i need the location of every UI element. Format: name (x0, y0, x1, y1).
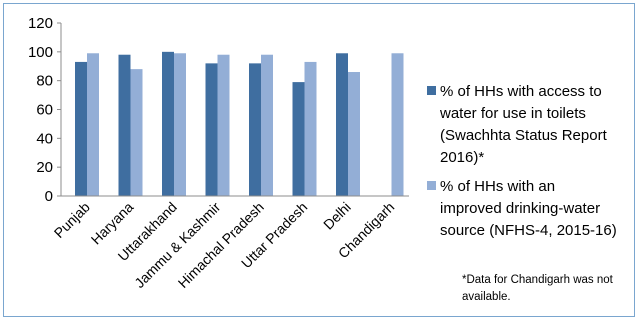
legend-label-line: % of HHs with access to (440, 83, 602, 100)
bar-2-uttar-pradesh (304, 61, 317, 196)
legend-label-line: water for use in toilets (439, 105, 586, 122)
legend-swatch-1 (427, 86, 436, 95)
bar-1-himachal-pradesh (249, 63, 261, 196)
bar-1-punjab (75, 61, 87, 196)
legend-swatch-2 (427, 181, 436, 190)
legend-label-line: % of HHs with an (440, 178, 555, 195)
y-tick-label: 60 (36, 102, 53, 119)
bar-1-delhi (336, 53, 348, 197)
legend-label-line: improved drinking-water (440, 200, 600, 217)
bar-1-uttar-pradesh (292, 82, 305, 196)
legend-label-line: (Swachhta Status Report (440, 127, 608, 144)
bar-2-uttarakhand (174, 53, 186, 197)
y-tick-label: 100 (28, 44, 53, 61)
bar-chart: 0 20 40 60 80 100 120 PunjabHaryanaUttarakhand… (28, 15, 617, 291)
chart-frame: 0 20 40 60 80 100 120 Punjab Haryana Uttarakhand… (3, 3, 635, 317)
bar-2-haryana (130, 69, 143, 196)
footnote: *Data for Chandigarh was not available. (462, 274, 613, 303)
legend-label-2: % of HHs with an improved drinking-water s… (440, 178, 617, 239)
y-tick-label: 40 (36, 130, 53, 147)
y-tick-label: 80 (36, 73, 53, 90)
bar-2-chandigarh (391, 53, 404, 197)
legend-label-line: source (NFHS-4, 2015-16) (440, 222, 617, 239)
x-category-label: Punjab (51, 199, 93, 241)
legend-label-1: % of HHs with access to water for use in … (439, 83, 608, 166)
bar-2-delhi (348, 72, 360, 196)
bar-2-punjab (87, 53, 99, 197)
bar-1-jammu-kashmir (205, 63, 218, 196)
bars (75, 51, 404, 197)
legend: % of HHs with access to water for use in … (427, 83, 617, 239)
y-axis: 0 20 40 60 80 100 120 (28, 15, 62, 205)
y-tick-label: 20 (36, 159, 53, 176)
legend-label-line: 2016)* (440, 149, 484, 166)
bar-1-uttarakhand (162, 51, 174, 197)
bar-2-himachal-pradesh (261, 54, 273, 196)
y-tick-label: 0 (45, 188, 53, 205)
bar-1-haryana (118, 54, 131, 196)
x-category-label: Delhi (320, 199, 354, 233)
bar-2-jammu-kashmir (217, 54, 230, 196)
y-tick-label: 120 (28, 15, 53, 32)
